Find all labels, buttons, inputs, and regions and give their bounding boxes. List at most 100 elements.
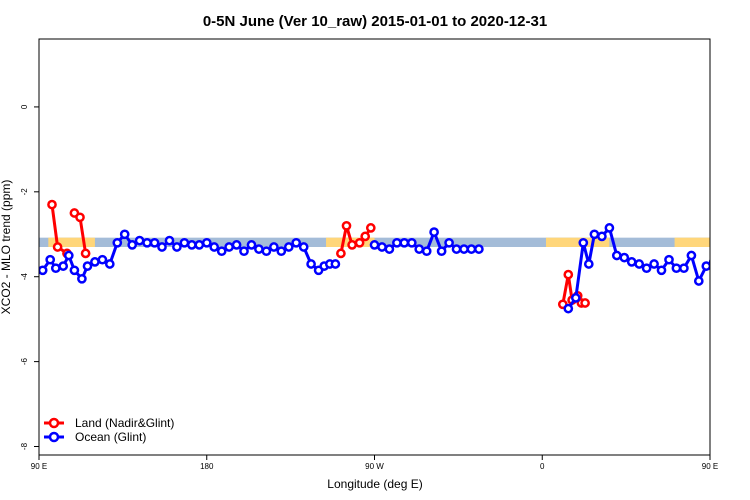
x-tick-label: 90 E: [702, 462, 718, 471]
point-ocean: [634, 259, 645, 269]
point-ocean: [451, 244, 462, 254]
point-ocean: [649, 259, 659, 269]
point-ocean: [77, 273, 87, 284]
point-ocean: [436, 246, 447, 257]
series-layer: [39, 199, 750, 314]
legend: Land (Nadir&Glint) Ocean (Glint): [44, 416, 174, 444]
band-highlight: [48, 237, 95, 247]
point-ocean: [392, 237, 402, 248]
point-ocean: [619, 252, 630, 263]
point-ocean: [693, 276, 704, 286]
y-axis-label: XCO2 - MLO trend (ppm): [0, 180, 13, 315]
point-land: [80, 248, 91, 259]
point-ocean: [679, 263, 689, 274]
point-ocean: [142, 237, 152, 248]
point-ocean: [597, 231, 607, 242]
point-ocean: [466, 244, 477, 254]
point-ocean: [45, 254, 56, 265]
point-ocean: [164, 235, 175, 246]
series-line-land: [738, 205, 750, 254]
point-ocean: [733, 239, 740, 246]
point-ocean: [224, 242, 234, 252]
point-ocean: [119, 229, 130, 240]
point-land: [360, 231, 371, 242]
point-ocean: [708, 258, 710, 266]
point-land: [341, 220, 352, 231]
point-land: [365, 223, 376, 233]
series-land: [47, 199, 750, 310]
point-ocean: [69, 265, 80, 276]
y-axis: 0 -2 -4 -6 -8: [20, 104, 39, 450]
legend-ocean-marker: [48, 431, 60, 443]
point-ocean: [172, 242, 182, 252]
point-ocean: [583, 259, 594, 269]
chart-title: 0-5N June (Ver 10_raw) 2015-01-01 to 202…: [203, 13, 547, 30]
point-ocean: [291, 237, 302, 248]
point-land: [336, 248, 346, 259]
point-ocean: [330, 259, 341, 269]
point-ocean: [157, 242, 167, 252]
point-ocean: [231, 240, 242, 250]
point-ocean: [179, 237, 190, 248]
point-ocean: [216, 246, 227, 257]
point-ocean: [459, 244, 469, 254]
point-ocean: [369, 240, 380, 250]
point-ocean: [589, 229, 600, 240]
point-ocean: [97, 254, 108, 265]
point-ocean: [201, 237, 212, 248]
x-axis: 90 E 180 90 W 0 90 E: [31, 455, 718, 471]
point-land: [75, 212, 85, 223]
point-ocean: [570, 293, 581, 303]
point-ocean: [306, 259, 316, 269]
point-ocean: [90, 257, 100, 267]
x-tick-label: 0: [540, 462, 545, 471]
point-ocean: [740, 231, 747, 238]
point-ocean: [384, 244, 395, 254]
band-highlight: [545, 237, 610, 247]
point-ocean: [39, 265, 48, 276]
point-ocean: [725, 260, 732, 267]
point-ocean: [406, 237, 417, 248]
point-ocean: [701, 261, 710, 271]
point-ocean: [63, 250, 74, 261]
point-ocean: [134, 235, 145, 246]
point-ocean: [429, 227, 439, 237]
point-ocean: [298, 242, 309, 252]
x-tick-label: 90 W: [365, 462, 384, 471]
x-tick-label: 90 E: [31, 462, 47, 471]
point-ocean: [269, 242, 279, 252]
legend-ocean-label: Ocean (Glint): [75, 430, 146, 444]
band-highlight: [674, 237, 710, 247]
point-land: [47, 199, 57, 210]
point-ocean: [686, 250, 697, 261]
point-ocean: [718, 256, 725, 263]
point-land: [347, 240, 357, 250]
point-ocean: [414, 244, 425, 254]
point-ocean: [50, 263, 61, 274]
point-ocean: [127, 240, 138, 250]
point-ocean: [246, 240, 257, 250]
point-ocean: [474, 244, 484, 254]
point-ocean: [664, 254, 674, 265]
point-land: [354, 237, 365, 248]
point-ocean: [283, 242, 294, 252]
point-ocean: [239, 246, 249, 257]
series-ocean: [39, 223, 747, 314]
point-ocean: [641, 263, 652, 274]
point-ocean: [626, 257, 637, 267]
point-land: [563, 269, 574, 280]
point-land: [580, 298, 590, 308]
point-ocean: [377, 242, 387, 252]
point-ocean: [82, 261, 93, 271]
point-ocean: [276, 246, 287, 257]
point-ocean: [58, 261, 69, 271]
point-ocean: [563, 303, 574, 314]
point-ocean: [149, 237, 160, 248]
point-ocean: [421, 246, 432, 257]
y-tick-label: -4: [20, 273, 29, 281]
point-ocean: [209, 242, 220, 252]
point-ocean: [254, 244, 264, 254]
y-tick-label: -2: [20, 188, 29, 196]
point-ocean: [104, 259, 115, 269]
